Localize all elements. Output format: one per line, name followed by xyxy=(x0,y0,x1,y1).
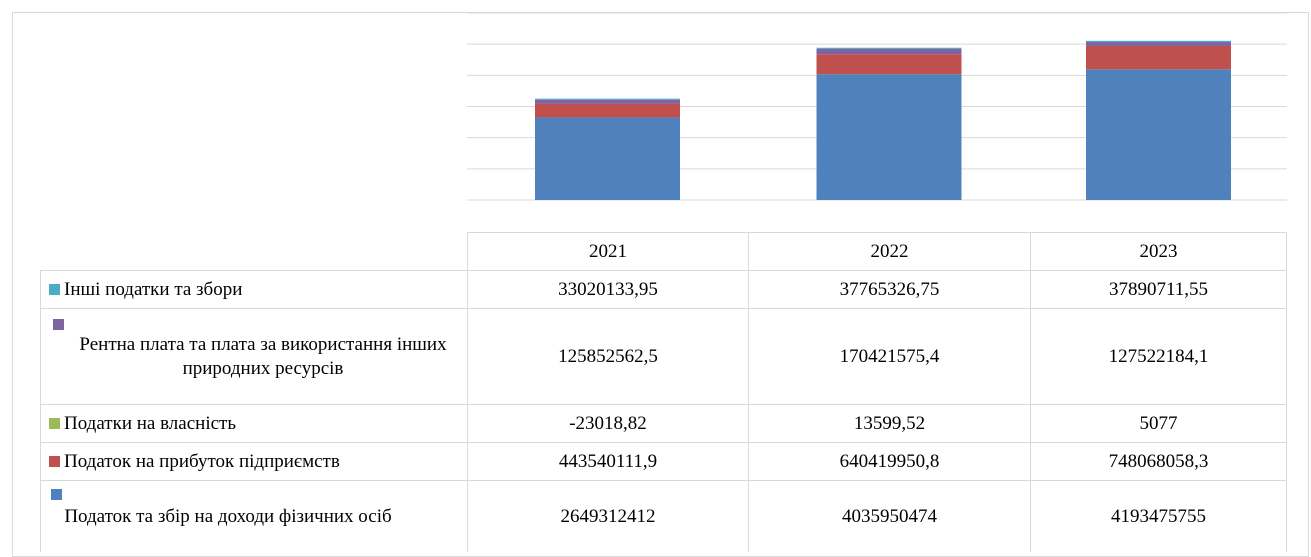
value-cell: 4193475755 xyxy=(1030,480,1287,552)
value-cell: 443540111,9 xyxy=(467,442,748,480)
column-header: 2023 xyxy=(1030,232,1287,270)
column-header: 2022 xyxy=(748,232,1030,270)
legend-key xyxy=(49,284,60,295)
legend-text: Податок на прибуток підприємств xyxy=(64,450,340,474)
value-cell: 37765326,75 xyxy=(748,270,1030,308)
cell-text: 5077 xyxy=(1140,412,1178,436)
legend-entry: Податок та збір на доходи фізичних осіб xyxy=(40,480,467,552)
value-cell: -23018,82 xyxy=(467,404,748,442)
cell-text: 748068058,3 xyxy=(1109,450,1209,474)
bar-segment xyxy=(817,74,962,200)
legend-entry: Податок на прибуток підприємств xyxy=(40,442,467,480)
cell-text: 125852562,5 xyxy=(558,345,658,369)
value-cell: 4035950474 xyxy=(748,480,1030,552)
cell-text: 37765326,75 xyxy=(840,278,940,302)
cell-text: 2023 xyxy=(1140,240,1178,264)
cell-text: 37890711,55 xyxy=(1109,278,1208,302)
cell-text: 443540111,9 xyxy=(559,450,657,474)
legend-text: Податок та збір на доходи фізичних осіб xyxy=(64,505,461,529)
legend-entry: Податки на власність xyxy=(40,404,467,442)
legend-text: Податки на власність xyxy=(64,412,236,436)
legend-entry: Рентна плата та плата за використання ін… xyxy=(40,308,467,404)
value-cell: 33020133,95 xyxy=(467,270,748,308)
legend-key xyxy=(51,489,62,500)
value-cell: 127522184,1 xyxy=(1030,308,1287,404)
bar-segment xyxy=(1086,41,1231,42)
value-cell: 125852562,5 xyxy=(467,308,748,404)
cell-text: -23018,82 xyxy=(569,412,647,436)
cell-text: 640419950,8 xyxy=(840,450,940,474)
value-cell: 37890711,55 xyxy=(1030,270,1287,308)
cell-text: 170421575,4 xyxy=(840,345,940,369)
cell-text: 33020133,95 xyxy=(558,278,658,302)
legend-entry: Інші податки та збори xyxy=(40,270,467,308)
cell-text: 2021 xyxy=(589,240,627,264)
value-cell: 170421575,4 xyxy=(748,308,1030,404)
bar-segment xyxy=(1086,69,1231,200)
bar-segment xyxy=(1086,46,1231,69)
bar-segment xyxy=(535,99,680,100)
cell-text: 127522184,1 xyxy=(1109,345,1209,369)
legend-text: Рентна плата та плата за використання ін… xyxy=(59,333,467,381)
bar-segment xyxy=(535,100,680,104)
bar-segment xyxy=(817,54,962,74)
cell-text: 4193475755 xyxy=(1111,505,1206,529)
legend-key xyxy=(49,456,60,467)
legend-text: Інші податки та збори xyxy=(64,278,242,302)
cell-text: 4035950474 xyxy=(842,505,937,529)
value-cell: 640419950,8 xyxy=(748,442,1030,480)
cell-text: 2022 xyxy=(871,240,909,264)
cell-text: 13599,52 xyxy=(854,412,925,436)
value-cell: 748068058,3 xyxy=(1030,442,1287,480)
bar-segment xyxy=(1086,42,1231,46)
bar-segment xyxy=(817,49,962,54)
cell-text: 2649312412 xyxy=(561,505,656,529)
bar-segment xyxy=(535,104,680,118)
value-cell: 5077 xyxy=(1030,404,1287,442)
bar-segment xyxy=(535,117,680,200)
legend-key xyxy=(49,418,60,429)
value-cell: 2649312412 xyxy=(467,480,748,552)
bar-segment xyxy=(817,48,962,49)
legend-key xyxy=(53,319,64,330)
column-header: 2021 xyxy=(467,232,748,270)
value-cell: 13599,52 xyxy=(748,404,1030,442)
